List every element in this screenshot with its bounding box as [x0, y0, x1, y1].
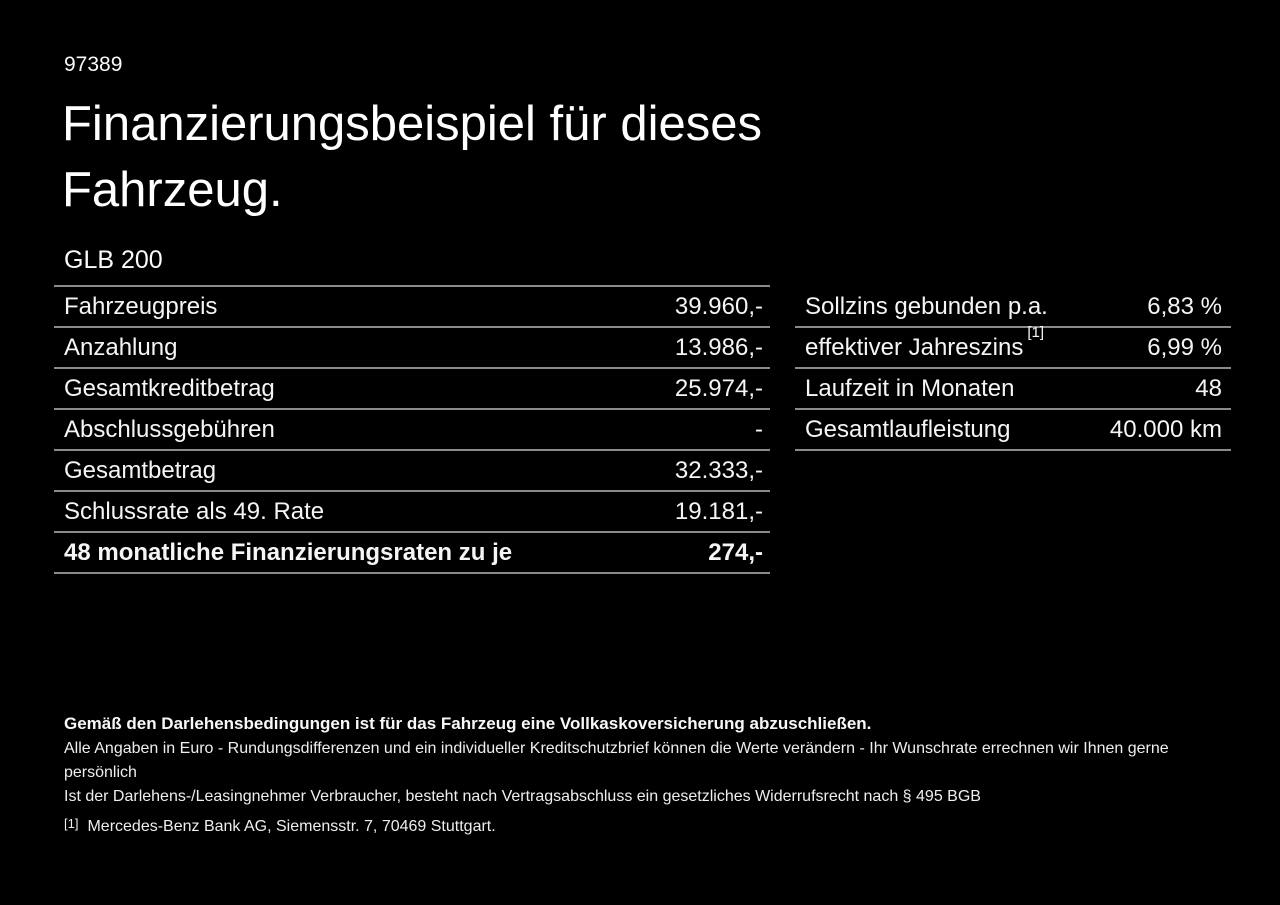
- table-row-anzahlung: Anzahlung 13.986,-: [54, 328, 770, 369]
- row-value: 40.000 km: [1109, 415, 1222, 443]
- table-row-sollzins: Sollzins gebunden p.a. 6,83 %: [795, 287, 1231, 328]
- legal-footer: Gemäß den Darlehensbedingungen ist für d…: [64, 712, 1224, 839]
- row-value: 6,83 %: [1147, 292, 1222, 320]
- disclaimer-line-1: Alle Angaben in Euro - Rundungsdifferenz…: [64, 740, 1169, 781]
- row-label: Fahrzeugpreis: [64, 292, 218, 320]
- footnote-ref: [1]: [1027, 324, 1045, 341]
- offer-id: 97389: [64, 53, 123, 76]
- table-row-gesamtlaufleistung: Gesamtlaufleistung 40.000 km: [795, 410, 1231, 451]
- footnote: [1] Mercedes-Benz Bank AG, Siemensstr. 7,…: [64, 815, 1224, 839]
- vehicle-model: GLB 200: [64, 246, 163, 274]
- row-label: Sollzins gebunden p.a.: [805, 293, 1048, 320]
- table-row-schlussrate: Schlussrate als 49. Rate 19.181,-: [54, 492, 770, 533]
- row-label: Gesamtlaufleistung: [805, 416, 1011, 443]
- conditions-table: Sollzins gebunden p.a. 6,83 % effektiver…: [795, 287, 1231, 451]
- footnote-marker: [1]: [64, 816, 79, 831]
- table-row-monatsrate: 48 monatliche Finanzierungsraten zu je 2…: [54, 533, 770, 574]
- table-row-gesamtkreditbetrag: Gesamtkreditbetrag 25.974,-: [54, 369, 770, 410]
- footnote-text: Mercedes-Benz Bank AG, Siemensstr. 7, 70…: [87, 818, 496, 835]
- row-label: Laufzeit in Monaten: [805, 375, 1015, 402]
- row-label: Gesamtbetrag: [64, 456, 217, 484]
- table-row-gesamtbetrag: Gesamtbetrag 32.333,-: [54, 451, 770, 492]
- row-value: 19.181,-: [674, 497, 763, 525]
- row-value: -: [755, 415, 763, 443]
- row-label: Abschlussgebühren: [64, 415, 275, 443]
- row-value: 6,99 %: [1147, 333, 1222, 361]
- row-label: Anzahlung: [64, 333, 178, 361]
- table-row-abschlussgebuehren: Abschlussgebühren -: [54, 410, 770, 451]
- row-label: effektiver Jahreszins[1]: [805, 324, 1045, 361]
- row-label: Gesamtkreditbetrag: [64, 374, 275, 402]
- table-row-fahrzeugpreis: Fahrzeugpreis 39.960,-: [54, 287, 770, 328]
- row-value: 39.960,-: [674, 292, 763, 320]
- table-row-laufzeit: Laufzeit in Monaten 48: [795, 369, 1231, 410]
- financing-table: Fahrzeugpreis 39.960,- Anzahlung 13.986,…: [54, 285, 770, 574]
- row-label: Schlussrate als 49. Rate: [64, 497, 325, 525]
- table-row-effektiver-jahreszins: effektiver Jahreszins[1] 6,99 %: [795, 324, 1231, 369]
- insurance-note: Gemäß den Darlehensbedingungen ist für d…: [64, 714, 872, 733]
- row-value: 13.986,-: [674, 333, 763, 361]
- page-title: Finanzierungsbeispiel für dieses Fahrzeu…: [62, 91, 762, 223]
- disclaimer-line-2: Ist der Darlehens-/Leasingnehmer Verbrau…: [64, 788, 981, 805]
- page-title-line-1: Finanzierungsbeispiel für dieses: [62, 97, 762, 151]
- row-value: 48: [1195, 374, 1222, 402]
- row-value: 25.974,-: [674, 374, 763, 402]
- row-label: 48 monatliche Finanzierungsraten zu je: [64, 538, 513, 566]
- page-title-line-2: Fahrzeug.: [62, 163, 283, 217]
- row-value: 274,-: [708, 538, 763, 566]
- row-value: 32.333,-: [674, 456, 763, 484]
